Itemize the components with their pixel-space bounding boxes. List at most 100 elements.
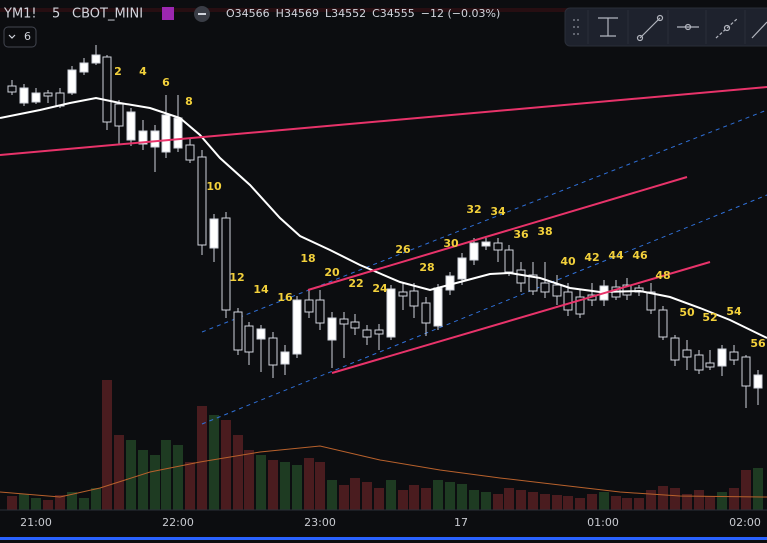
volume-bar	[445, 482, 455, 510]
volume-bar	[622, 498, 632, 510]
candle-body	[540, 282, 550, 293]
ohlc-value: 34552	[331, 7, 366, 20]
candle-body	[504, 249, 514, 273]
ohlc-label: O	[226, 7, 235, 20]
candle-body	[717, 348, 727, 367]
bar-count: 52	[702, 311, 717, 324]
volume-bar	[587, 494, 597, 510]
candle-body	[7, 85, 17, 93]
tool-trendline[interactable]	[639, 17, 661, 39]
bar-count: 22	[348, 277, 363, 290]
candle-body	[138, 130, 148, 145]
x-tick-label: 21:00	[20, 516, 52, 529]
candle-body	[481, 241, 491, 247]
candle-body	[197, 156, 207, 246]
candle-body	[575, 296, 585, 315]
bar-count: 48	[655, 269, 670, 282]
candle-body	[150, 130, 160, 148]
bar-count: 24	[372, 282, 388, 295]
bar-count: 4	[139, 65, 147, 78]
candle-body	[280, 351, 290, 365]
tool-more[interactable]	[751, 21, 767, 39]
candle-body	[221, 217, 231, 311]
legend-toggle[interactable]	[3, 26, 37, 48]
bar-count: 46	[632, 249, 648, 262]
volume-bar	[670, 488, 680, 510]
candle-body	[374, 329, 384, 335]
volume-bar	[374, 488, 384, 510]
bar-count: 6	[162, 76, 170, 89]
candle-body	[646, 291, 656, 311]
candle-body	[528, 274, 538, 292]
candle-body	[173, 117, 183, 149]
ohlc-label: H	[276, 7, 284, 20]
bar-count: 10	[206, 180, 222, 193]
volume-bar	[717, 492, 727, 510]
channel-top	[307, 176, 688, 291]
bar-count: 32	[466, 203, 481, 216]
candle-body	[433, 287, 443, 327]
x-tick-label: 01:00	[587, 516, 619, 529]
x-tick-label: 02:00	[729, 516, 761, 529]
candle-body	[741, 356, 751, 387]
bar-count: 40	[560, 255, 576, 268]
bar-count: 44	[608, 249, 624, 262]
candle-body	[563, 291, 573, 311]
ohlc-text: O34566 H34569 L34552 C34555 −12 (−0.03%)	[226, 7, 500, 20]
bar-count: 16	[277, 291, 293, 304]
bar-count: 38	[537, 225, 552, 238]
tool-measure[interactable]	[598, 17, 618, 37]
volume-bar	[481, 492, 491, 510]
volume-bar	[173, 445, 183, 510]
candle-body	[79, 62, 89, 73]
volume-bar	[67, 492, 77, 510]
candle-body	[268, 337, 278, 366]
candle-body	[339, 318, 349, 325]
volume-bar	[528, 492, 538, 510]
candle-body	[493, 242, 503, 251]
volume-bar	[646, 490, 656, 510]
candle-body	[161, 114, 171, 153]
interval: 5	[52, 7, 60, 22]
volume-bar	[398, 490, 408, 510]
volume-bar	[493, 494, 503, 510]
volume-bar	[55, 495, 65, 510]
candle-body	[694, 354, 704, 371]
volume-bar	[753, 468, 763, 510]
volume-bar	[185, 462, 195, 510]
candle-body	[469, 242, 479, 261]
exchange: CBOT_MINI	[72, 7, 143, 22]
volume-bar	[516, 490, 526, 510]
drag-handle[interactable]	[573, 19, 579, 35]
volume-bar	[102, 380, 112, 510]
chevron	[8, 34, 16, 39]
candle-body	[753, 374, 763, 389]
x-tick-label: 17	[454, 516, 468, 529]
candle-body	[304, 299, 314, 313]
volume-bar	[575, 498, 585, 510]
bar-count: 36	[513, 228, 529, 241]
volume-bar	[682, 494, 692, 510]
candle-body	[362, 329, 372, 338]
bar-count: 14	[253, 283, 269, 296]
volume-bar	[563, 496, 573, 510]
bar-count: 18	[300, 252, 315, 265]
candle-body	[327, 317, 337, 341]
volume-bar	[280, 462, 290, 510]
candle-body	[102, 56, 112, 123]
channel-dashed	[201, 194, 767, 425]
ohlc-label: C	[372, 7, 380, 20]
candle-body	[622, 284, 632, 296]
candle-body	[244, 325, 254, 353]
volume-bar	[292, 465, 302, 510]
candle-body	[31, 92, 41, 103]
candle-body	[233, 311, 243, 351]
volume-bar	[421, 488, 431, 510]
bar-count: 34	[490, 205, 506, 218]
volume-pane	[7, 380, 763, 510]
candle-body	[670, 337, 680, 361]
volume-bar	[126, 440, 136, 510]
volume-bar	[197, 406, 207, 510]
flag-icon[interactable]	[162, 7, 174, 20]
